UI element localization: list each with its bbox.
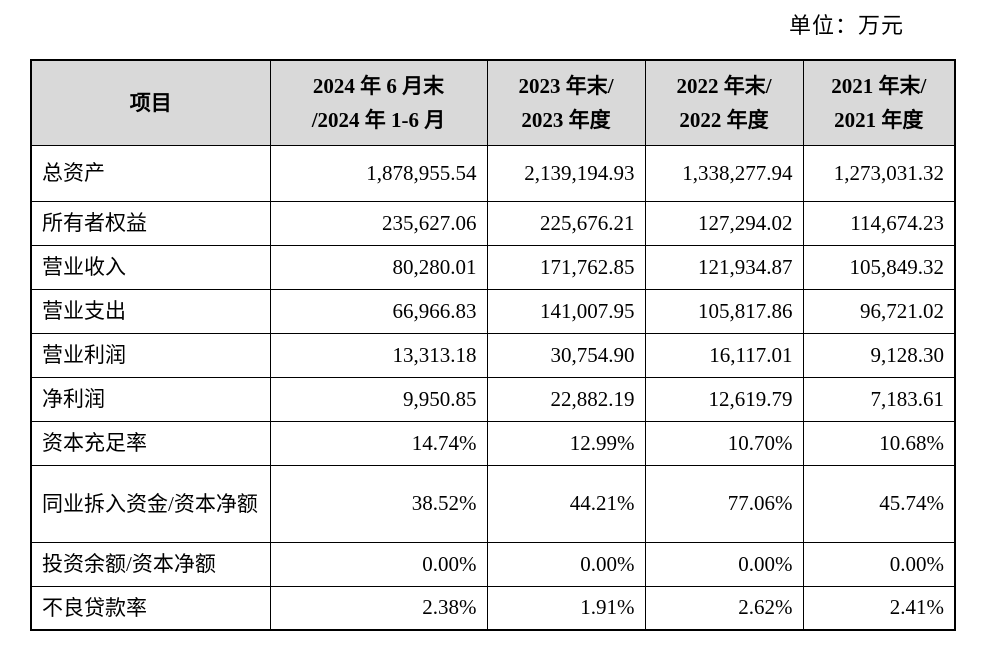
cell-value: 14.74% bbox=[269, 420, 488, 466]
cell-value: 1,878,955.54 bbox=[269, 144, 488, 202]
header-2024h1: 2024 年 6 月末/2024 年 1-6 月 bbox=[269, 59, 488, 146]
financial-table: 项目 2024 年 6 月末/2024 年 1-6 月 2023 年末/2023… bbox=[30, 59, 956, 631]
cell-value: 10.70% bbox=[644, 420, 804, 466]
cell-value: 1,273,031.32 bbox=[802, 144, 956, 202]
cell-value: 141,007.95 bbox=[486, 288, 646, 334]
cell-value: 7,183.61 bbox=[802, 376, 956, 422]
cell-value: 13,313.18 bbox=[269, 332, 488, 378]
cell-value: 225,676.21 bbox=[486, 200, 646, 246]
cell-value: 114,674.23 bbox=[802, 200, 956, 246]
cell-value: 66,966.83 bbox=[269, 288, 488, 334]
cell-value: 127,294.02 bbox=[644, 200, 804, 246]
unit-label: 单位：万元 bbox=[788, 13, 904, 38]
table-row: 投资余额/资本净额 0.00% 0.00% 0.00% 0.00% bbox=[30, 541, 956, 587]
cell-value: 9,128.30 bbox=[802, 332, 956, 378]
cell-value: 2.38% bbox=[269, 585, 488, 631]
cell-value: 12.99% bbox=[486, 420, 646, 466]
table-row: 总资产 1,878,955.54 2,139,194.93 1,338,277.… bbox=[30, 144, 956, 202]
row-label: 同业拆入资金/资本净额 bbox=[30, 464, 271, 543]
table-row: 净利润 9,950.85 22,882.19 12,619.79 7,183.6… bbox=[30, 376, 956, 422]
header-2022: 2022 年末/2022 年度 bbox=[644, 59, 804, 146]
row-label: 总资产 bbox=[30, 144, 271, 202]
cell-value: 2.62% bbox=[644, 585, 804, 631]
cell-value: 77.06% bbox=[644, 464, 804, 543]
cell-value: 1,338,277.94 bbox=[644, 144, 804, 202]
row-label: 不良贷款率 bbox=[30, 585, 271, 631]
row-label: 营业支出 bbox=[30, 288, 271, 334]
cell-value: 0.00% bbox=[644, 541, 804, 587]
cell-value: 44.21% bbox=[486, 464, 646, 543]
cell-value: 2.41% bbox=[802, 585, 956, 631]
table-row: 营业支出 66,966.83 141,007.95 105,817.86 96,… bbox=[30, 288, 956, 334]
cell-value: 235,627.06 bbox=[269, 200, 488, 246]
row-label: 净利润 bbox=[30, 376, 271, 422]
header-2023: 2023 年末/2023 年度 bbox=[486, 59, 646, 146]
cell-value: 45.74% bbox=[802, 464, 956, 543]
header-row: 项目 2024 年 6 月末/2024 年 1-6 月 2023 年末/2023… bbox=[30, 59, 956, 146]
cell-value: 16,117.01 bbox=[644, 332, 804, 378]
row-label: 营业收入 bbox=[30, 244, 271, 290]
row-label: 所有者权益 bbox=[30, 200, 271, 246]
header-item: 项目 bbox=[30, 59, 271, 146]
cell-value: 0.00% bbox=[802, 541, 956, 587]
cell-value: 0.00% bbox=[486, 541, 646, 587]
cell-value: 171,762.85 bbox=[486, 244, 646, 290]
row-label: 营业利润 bbox=[30, 332, 271, 378]
row-label: 资本充足率 bbox=[30, 420, 271, 466]
table-row: 同业拆入资金/资本净额 38.52% 44.21% 77.06% 45.74% bbox=[30, 464, 956, 543]
cell-value: 121,934.87 bbox=[644, 244, 804, 290]
table-row: 营业利润 13,313.18 30,754.90 16,117.01 9,128… bbox=[30, 332, 956, 378]
cell-value: 80,280.01 bbox=[269, 244, 488, 290]
cell-value: 12,619.79 bbox=[644, 376, 804, 422]
row-label: 投资余额/资本净额 bbox=[30, 541, 271, 587]
cell-value: 9,950.85 bbox=[269, 376, 488, 422]
cell-value: 10.68% bbox=[802, 420, 956, 466]
cell-value: 22,882.19 bbox=[486, 376, 646, 422]
cell-value: 1.91% bbox=[486, 585, 646, 631]
cell-value: 105,817.86 bbox=[644, 288, 804, 334]
header-2021: 2021 年末/2021 年度 bbox=[802, 59, 956, 146]
cell-value: 0.00% bbox=[269, 541, 488, 587]
cell-value: 38.52% bbox=[269, 464, 488, 543]
table-row: 所有者权益 235,627.06 225,676.21 127,294.02 1… bbox=[30, 200, 956, 246]
table-row: 不良贷款率 2.38% 1.91% 2.62% 2.41% bbox=[30, 585, 956, 631]
table-row: 资本充足率 14.74% 12.99% 10.70% 10.68% bbox=[30, 420, 956, 466]
cell-value: 30,754.90 bbox=[486, 332, 646, 378]
cell-value: 105,849.32 bbox=[802, 244, 956, 290]
table-row: 营业收入 80,280.01 171,762.85 121,934.87 105… bbox=[30, 244, 956, 290]
cell-value: 96,721.02 bbox=[802, 288, 956, 334]
cell-value: 2,139,194.93 bbox=[486, 144, 646, 202]
